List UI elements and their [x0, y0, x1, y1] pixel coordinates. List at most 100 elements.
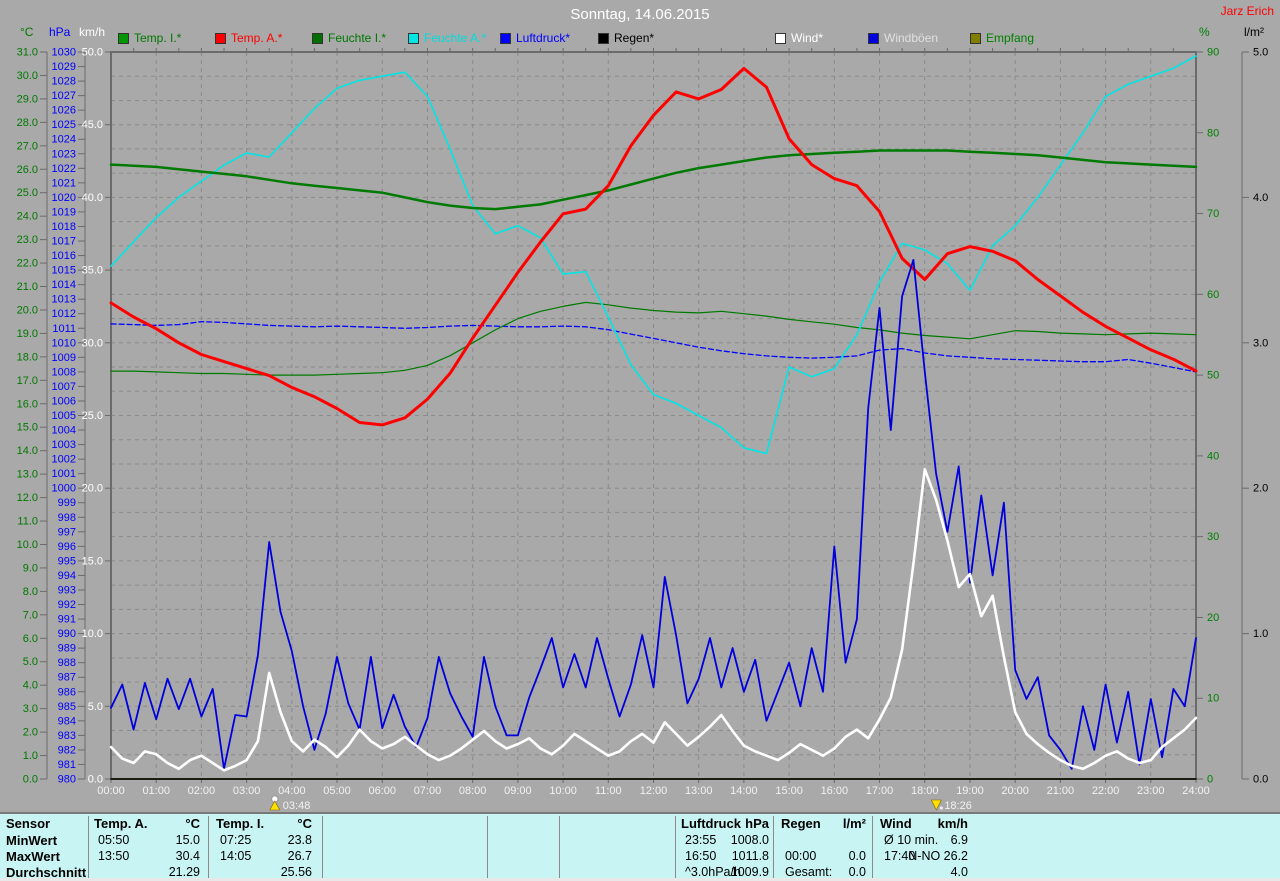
- axis-tick-label-pressure-hpa: 980: [58, 774, 76, 786]
- legend-swatch-icon: [598, 33, 609, 44]
- legend-item-label: Empfang: [986, 31, 1035, 45]
- axis-tick-label-temp-c: 31.0: [17, 47, 38, 59]
- sunset-time-label: 18:26: [944, 800, 972, 812]
- axis-tick-label-wind-kmh: 20.0: [82, 483, 103, 495]
- x-axis-label: 16:00: [821, 785, 849, 797]
- axis-header-kmh: km/h: [79, 25, 106, 39]
- axis-tick-label-pressure-hpa: 1020: [52, 192, 76, 204]
- table-divider: [559, 816, 560, 878]
- axis-tick-label-pressure-hpa: 1000: [52, 483, 76, 495]
- x-axis-label: 08:00: [459, 785, 487, 797]
- x-axis-label: 09:00: [504, 785, 532, 797]
- axis-tick-label-temp-c: 13.0: [17, 469, 38, 481]
- x-axis-label: 05:00: [323, 785, 351, 797]
- legend-swatch-icon: [215, 33, 226, 44]
- table-value-cell: 21.29: [168, 865, 200, 879]
- table-header-cell: l/m²: [842, 816, 866, 831]
- legend-swatch-icon: [312, 33, 323, 44]
- axis-tick-label-pressure-hpa: 998: [58, 512, 76, 524]
- legend-item-label: Windböen: [884, 31, 939, 45]
- axis-tick-label-temp-c: 25.0: [17, 187, 38, 199]
- table-value-cell: 14:05: [220, 849, 252, 863]
- axis-tick-label-pressure-hpa: 1003: [52, 439, 76, 451]
- table-value-cell: 0.0: [848, 849, 866, 863]
- axis-tick-label-temp-c: 2.0: [23, 727, 38, 739]
- axis-tick-label-pressure-hpa: 1012: [52, 308, 76, 320]
- table-value-cell: 30.4: [175, 849, 200, 863]
- axis-tick-label-temp-c: 30.0: [17, 70, 38, 82]
- axis-tick-label-temp-c: 24.0: [17, 211, 38, 223]
- table-divider: [322, 816, 323, 878]
- legend-item-label: Wind*: [791, 31, 824, 45]
- axis-tick-label-temp-c: 14.0: [17, 445, 38, 457]
- axis-tick-label-pressure-hpa: 1026: [52, 105, 76, 117]
- axis-tick-label-pressure-hpa: 1029: [52, 61, 76, 73]
- axis-tick-label-humidity-pct: 40: [1207, 450, 1219, 462]
- axis-tick-label-temp-c: 3.0: [23, 703, 38, 715]
- table-divider: [88, 816, 89, 878]
- legend-swatch-icon: [118, 33, 129, 44]
- legend-swatch-icon: [775, 33, 786, 44]
- axis-tick-label-pressure-hpa: 983: [58, 730, 76, 742]
- axis-tick-label-temp-c: 21.0: [17, 281, 38, 293]
- axis-tick-label-pressure-hpa: 1022: [52, 163, 76, 175]
- axis-tick-label-temp-c: 20.0: [17, 304, 38, 316]
- axis-tick-label-pressure-hpa: 1015: [52, 265, 76, 277]
- sunrise-marker: 03:48: [269, 795, 310, 812]
- legend-swatch-icon: [408, 33, 419, 44]
- axis-tick-label-rain-lm2: 0.0: [1253, 774, 1268, 786]
- x-axis-label: 24:00: [1182, 785, 1210, 797]
- axis-tick-label-temp-c: 17.0: [17, 375, 38, 387]
- table-header-cell: Wind: [880, 816, 912, 831]
- axis-tick-label-temp-c: 5.0: [23, 656, 38, 668]
- legend-item-label: Feuchte A.*: [424, 31, 487, 45]
- summary-table: Sensor MinWert MaxWert Durchschnitt Temp. A.…: [0, 812, 1280, 880]
- axis-tick-label-temp-c: 19.0: [17, 328, 38, 340]
- axis-header-percent: %: [1199, 25, 1210, 39]
- axis-tick-label-pressure-hpa: 990: [58, 628, 76, 640]
- axis-tick-label-temp-c: 26.0: [17, 164, 38, 176]
- table-header-cell: °C: [297, 816, 312, 831]
- axis-tick-label-humidity-pct: 70: [1207, 208, 1219, 220]
- axis-tick-label-pressure-hpa: 1002: [52, 454, 76, 466]
- table-value-cell: 07:25: [220, 833, 252, 847]
- axis-tick-label-temp-c: 11.0: [17, 516, 38, 528]
- axis-header-lm2: l/m²: [1244, 25, 1264, 39]
- x-axis-label: 23:00: [1137, 785, 1165, 797]
- axis-tick-label-wind-kmh: 30.0: [82, 337, 103, 349]
- table-value-cell: 05:50: [98, 833, 130, 847]
- axis-tick-label-rain-lm2: 3.0: [1253, 337, 1268, 349]
- axis-tick-label-temp-c: 0.0: [23, 774, 38, 786]
- axis-tick-label-humidity-pct: 80: [1207, 127, 1219, 139]
- station-name: Jarz Erich: [1220, 4, 1274, 18]
- axis-tick-label-temp-c: 16.0: [17, 398, 38, 410]
- axis-tick-label-wind-kmh: 25.0: [82, 410, 103, 422]
- sunset-icon: [930, 799, 942, 811]
- axis-tick-label-pressure-hpa: 1016: [52, 250, 76, 262]
- axis-tick-label-pressure-hpa: 1030: [52, 47, 76, 59]
- axis-tick-label-pressure-hpa: 981: [58, 759, 76, 771]
- x-axis-label: 11:00: [595, 785, 622, 797]
- axis-tick-label-pressure-hpa: 992: [58, 599, 76, 611]
- axis-tick-label-pressure-hpa: 1024: [52, 134, 76, 146]
- axis-tick-label-pressure-hpa: 991: [58, 614, 76, 626]
- table-divider: [487, 816, 488, 878]
- table-header-cell: MaxWert: [6, 849, 60, 864]
- axis-tick-label-temp-c: 29.0: [17, 93, 38, 105]
- axis-tick-label-pressure-hpa: 1014: [52, 279, 76, 291]
- series-wind: [109, 467, 1198, 772]
- table-header-cell: MinWert: [6, 833, 58, 848]
- x-axis-label: 12:00: [640, 785, 668, 797]
- table-value-cell: 23.8: [287, 833, 312, 847]
- table-value-cell: 13:50: [98, 849, 130, 863]
- axis-tick-label-rain-lm2: 4.0: [1253, 192, 1268, 204]
- axis-tick-label-temp-c: 4.0: [23, 680, 38, 692]
- axis-tick-label-pressure-hpa: 1010: [52, 337, 76, 349]
- table-value-cell: N-NO 26.2: [908, 849, 968, 863]
- series-windb-en: [110, 258, 1197, 770]
- sunset-marker: 18:26: [930, 799, 972, 812]
- bottom-strip: [0, 878, 1280, 881]
- axis-tick-label-pressure-hpa: 986: [58, 686, 76, 698]
- axis-tick-label-humidity-pct: 50: [1207, 370, 1219, 382]
- axis-tick-label-pressure-hpa: 993: [58, 584, 76, 596]
